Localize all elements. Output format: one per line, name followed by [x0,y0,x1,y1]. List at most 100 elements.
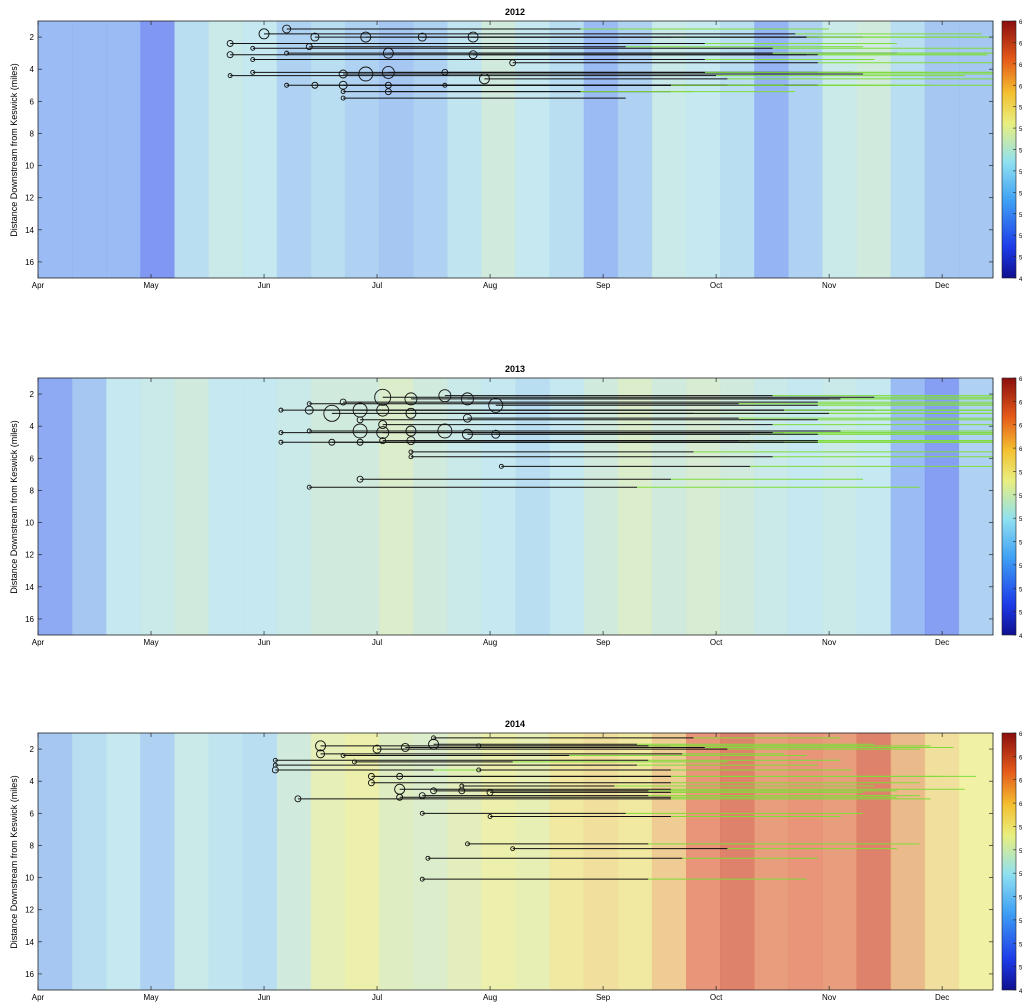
heatmap-column [38,21,73,278]
x-axis: Apr May Jun Jul Aug Sep Oct Nov Dec [32,733,949,1002]
x-axis: Apr May Jun Jul Aug Sep Oct Nov Dec [32,21,949,290]
y-tick-label: 12 [25,906,34,915]
heatmap-column [924,21,960,278]
heatmap-column [617,378,653,635]
redd-circle [340,95,346,101]
heatmap-column [822,733,858,990]
redd-circle [226,51,234,59]
redd-circle [306,428,312,434]
colorbar-tick-label: 5 [1019,564,1023,570]
heatmap-column [344,378,380,635]
redd-circle [458,787,466,795]
heatmap-column [140,21,176,278]
colorbar-tick-label: 6 [1019,63,1023,69]
y-tick-label: 6 [30,809,35,818]
heatmap-column [344,733,380,990]
heatmap-column [447,21,482,278]
x-tick-label: Jul [372,638,382,647]
colorbar-tick-label: 6 [1019,802,1023,808]
colorbar-tick-label: 5 [1019,149,1023,155]
colorbar-tick-label: 5 [1019,256,1023,262]
heatmap-column [924,378,960,635]
y-axis-label: Distance Downstream from Keswick (miles) [9,420,19,594]
x-tick-label: Aug [483,638,497,647]
redd-circle [408,449,414,455]
y-tick-label: 10 [25,519,34,528]
x-tick-label: Dec [935,638,949,647]
heatmap-column [310,21,346,278]
colorbar-tick-label: 6 [1019,84,1023,90]
y-tick-label: 8 [30,841,35,850]
heatmap-column [38,378,73,635]
redd-circle [487,814,493,819]
colorbar-tick-label: 6 [1019,377,1023,383]
colorbar-tick-label: 5 [1019,825,1023,831]
redd-circle [323,404,341,422]
redd-circle [250,69,256,75]
heatmap-column [686,21,721,278]
heatmap-column [140,378,176,635]
colorbar-tick-label: 5 [1019,170,1023,176]
redd-circle [442,82,448,88]
redd-circle [406,436,416,446]
colorbar-tick-label: 4 [1019,989,1023,995]
y-tick-label: 4 [30,777,35,786]
redd-circle [356,416,364,424]
y-tick-label: 8 [30,486,35,495]
heatmap-column [38,733,73,990]
panel-2012: 2012 Apr May Jun Jul Aug Sep Oct Nov Dec 2 4 6 8 10 1… [9,7,1023,290]
y-tick-label: 2 [30,745,35,754]
redd-circle [437,423,453,439]
x-tick-label: Oct [710,281,723,290]
heatmap-column [822,21,858,278]
panel-2013: 2013 Apr May Jun Jul Aug Sep Oct Nov Dec 2 4 6 8 10 1… [9,364,1023,647]
y-axis-label: Distance Downstream from Keswick (miles) [9,775,19,949]
redd-circle [510,846,516,852]
y-tick-label: 6 [30,454,35,463]
x-tick-label: Oct [710,993,723,1002]
redd-circle [376,403,390,417]
heatmap-column [754,21,789,278]
redd-circle [441,68,449,76]
y-tick-label: 2 [30,33,35,42]
redd-circle [250,45,256,51]
x-axis: Apr May Jun Jul Aug Sep Oct Nov Dec [32,378,949,647]
redd-circle [405,425,417,437]
redd-circle [396,772,404,780]
heatmap-column [583,378,619,635]
heatmap-column [242,378,278,635]
redd-circle [372,744,382,754]
redd-circle [272,757,278,763]
x-tick-label: Sep [596,638,611,647]
heatmap-column [72,21,107,278]
colorbar-tick-label: 5 [1019,517,1023,523]
heatmap-column [754,378,789,635]
redd-circle [488,397,504,413]
heatmap-column [958,378,994,635]
colorbar-tick-label: 5 [1019,966,1023,972]
x-tick-label: Apr [32,993,45,1002]
redd-circle [463,413,472,423]
colorbar-tick-label: 6 [1019,20,1023,26]
redd-circle [316,749,325,759]
x-tick-label: Jun [258,993,271,1002]
heatmap-column [754,733,789,990]
y-tick-label: 16 [25,970,34,979]
redd-circle [278,430,284,436]
x-tick-label: Jun [258,638,271,647]
colorbar-labels: 4 5 5 5 5 5 5 5 6 6 6 6 [1013,732,1023,995]
heatmap-column [515,21,551,278]
y-axis-label: Distance Downstream from Keswick (miles) [9,63,19,237]
heatmap-column [208,733,244,990]
redd-circle [227,73,233,79]
heatmap-column [106,21,141,278]
heatmap-column [651,378,687,635]
heatmap-column [890,21,926,278]
heatmap-column [890,733,926,990]
heatmap-column [822,378,858,635]
redd-circle [340,753,346,758]
redd-circle [428,738,440,750]
heatmap-column [276,21,312,278]
heatmap-column [651,21,687,278]
x-tick-label: Dec [935,281,949,290]
